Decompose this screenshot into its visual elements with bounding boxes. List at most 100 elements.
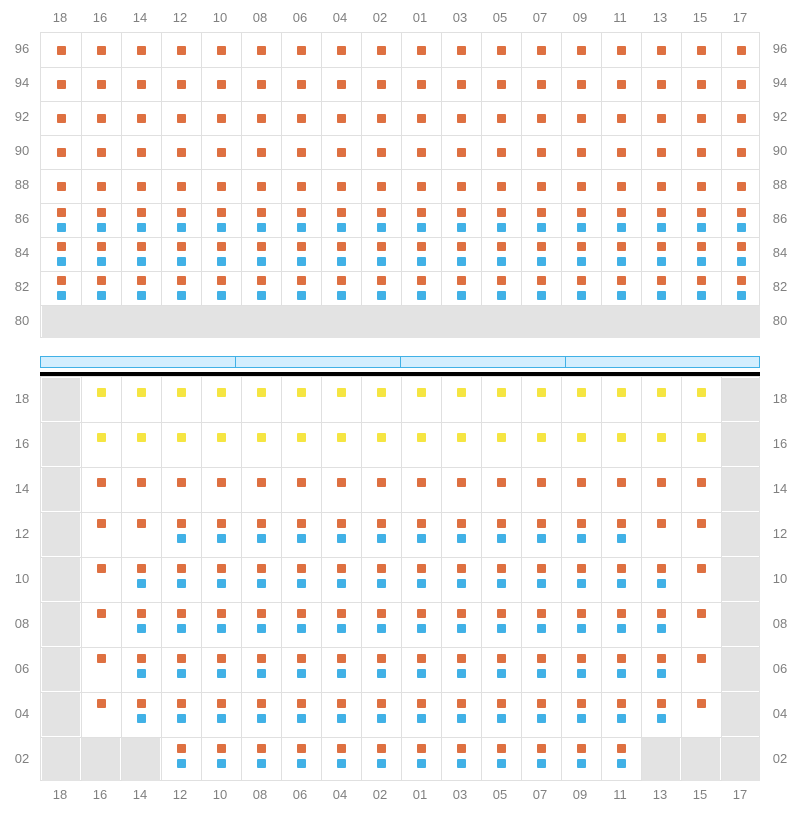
seat[interactable] xyxy=(537,669,546,678)
seat[interactable] xyxy=(457,478,466,487)
seat[interactable] xyxy=(537,257,546,266)
seat[interactable] xyxy=(97,609,106,618)
seat[interactable] xyxy=(217,519,226,528)
seat[interactable] xyxy=(137,276,146,285)
seat[interactable] xyxy=(177,759,186,768)
seat[interactable] xyxy=(537,478,546,487)
seat[interactable] xyxy=(177,534,186,543)
seat[interactable] xyxy=(297,669,306,678)
seat[interactable] xyxy=(217,388,226,397)
seat[interactable] xyxy=(297,654,306,663)
seat[interactable] xyxy=(697,208,706,217)
seat[interactable] xyxy=(177,46,186,55)
seat[interactable] xyxy=(137,669,146,678)
seat[interactable] xyxy=(577,388,586,397)
seat[interactable] xyxy=(657,624,666,633)
seat[interactable] xyxy=(457,80,466,89)
seat[interactable] xyxy=(417,433,426,442)
seat[interactable] xyxy=(737,80,746,89)
seat[interactable] xyxy=(377,519,386,528)
seat[interactable] xyxy=(457,699,466,708)
seat[interactable] xyxy=(657,46,666,55)
seat[interactable] xyxy=(617,609,626,618)
seat[interactable] xyxy=(617,624,626,633)
seat[interactable] xyxy=(297,242,306,251)
seat[interactable] xyxy=(497,564,506,573)
seat[interactable] xyxy=(377,624,386,633)
seat[interactable] xyxy=(337,519,346,528)
seat[interactable] xyxy=(537,276,546,285)
seat[interactable] xyxy=(617,276,626,285)
seat[interactable] xyxy=(337,534,346,543)
seat[interactable] xyxy=(497,759,506,768)
seat[interactable] xyxy=(137,114,146,123)
seat[interactable] xyxy=(617,182,626,191)
seat[interactable] xyxy=(457,388,466,397)
seat[interactable] xyxy=(257,534,266,543)
seat[interactable] xyxy=(697,433,706,442)
seat[interactable] xyxy=(97,388,106,397)
seat[interactable] xyxy=(257,714,266,723)
seat[interactable] xyxy=(417,699,426,708)
seat[interactable] xyxy=(697,699,706,708)
seat[interactable] xyxy=(497,223,506,232)
seat[interactable] xyxy=(697,257,706,266)
seat[interactable] xyxy=(537,699,546,708)
seat[interactable] xyxy=(97,478,106,487)
seat[interactable] xyxy=(497,257,506,266)
seat[interactable] xyxy=(497,242,506,251)
seat[interactable] xyxy=(297,714,306,723)
seat[interactable] xyxy=(537,624,546,633)
seat[interactable] xyxy=(417,519,426,528)
seat[interactable] xyxy=(657,519,666,528)
seat[interactable] xyxy=(337,609,346,618)
seat[interactable] xyxy=(377,242,386,251)
seat[interactable] xyxy=(137,699,146,708)
seat[interactable] xyxy=(537,182,546,191)
seat[interactable] xyxy=(417,276,426,285)
seat[interactable] xyxy=(697,388,706,397)
seat[interactable] xyxy=(137,654,146,663)
seat[interactable] xyxy=(697,478,706,487)
seat[interactable] xyxy=(97,114,106,123)
seat[interactable] xyxy=(537,433,546,442)
seat[interactable] xyxy=(97,654,106,663)
seat[interactable] xyxy=(377,276,386,285)
seat[interactable] xyxy=(577,276,586,285)
seat[interactable] xyxy=(417,223,426,232)
seat[interactable] xyxy=(257,46,266,55)
seat[interactable] xyxy=(377,478,386,487)
seat[interactable] xyxy=(497,478,506,487)
seat[interactable] xyxy=(297,624,306,633)
seat[interactable] xyxy=(257,759,266,768)
seat[interactable] xyxy=(537,654,546,663)
seat[interactable] xyxy=(657,564,666,573)
seat[interactable] xyxy=(577,242,586,251)
seat[interactable] xyxy=(577,759,586,768)
seat[interactable] xyxy=(537,564,546,573)
seat[interactable] xyxy=(57,182,66,191)
seat[interactable] xyxy=(217,534,226,543)
seat[interactable] xyxy=(497,534,506,543)
seat[interactable] xyxy=(417,257,426,266)
seat[interactable] xyxy=(417,478,426,487)
seat[interactable] xyxy=(177,388,186,397)
seat[interactable] xyxy=(537,609,546,618)
seat[interactable] xyxy=(537,242,546,251)
seat[interactable] xyxy=(417,46,426,55)
seat[interactable] xyxy=(377,699,386,708)
seat[interactable] xyxy=(457,114,466,123)
seat[interactable] xyxy=(697,564,706,573)
seat[interactable] xyxy=(497,654,506,663)
seat[interactable] xyxy=(497,114,506,123)
seat[interactable] xyxy=(57,46,66,55)
seat[interactable] xyxy=(417,669,426,678)
seat[interactable] xyxy=(257,242,266,251)
seat[interactable] xyxy=(417,624,426,633)
seat[interactable] xyxy=(257,654,266,663)
seat[interactable] xyxy=(657,433,666,442)
seat[interactable] xyxy=(537,148,546,157)
seat[interactable] xyxy=(497,669,506,678)
seat[interactable] xyxy=(97,291,106,300)
seat[interactable] xyxy=(737,208,746,217)
